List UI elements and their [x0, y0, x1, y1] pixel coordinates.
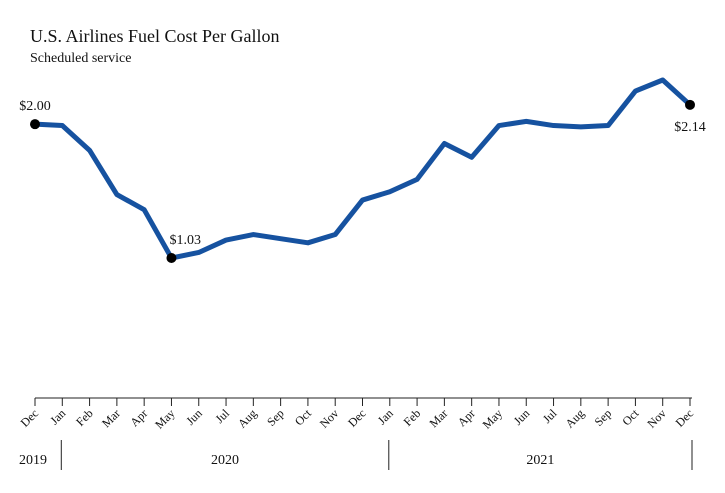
x-tick-label: Jan [375, 406, 396, 427]
data-point [30, 119, 40, 130]
x-tick-label: May [480, 406, 505, 431]
data-point [166, 253, 177, 263]
x-tick-label: Jul [540, 406, 560, 426]
x-tick-label: Apr [127, 406, 150, 429]
x-tick-label: May [152, 406, 177, 431]
x-tick-label: Sep [264, 406, 287, 429]
x-tick-label: Apr [455, 406, 478, 429]
data-label: $2.14 [674, 120, 706, 135]
line-series [32, 77, 693, 261]
x-tick-label: Mar [426, 406, 450, 430]
year-label: 2021 [526, 453, 554, 468]
x-tick-label: Aug [235, 406, 260, 431]
data-point [685, 99, 695, 110]
x-tick-label: Jan [47, 406, 68, 427]
x-tick-label: Nov [317, 406, 342, 431]
x-tick-label: Jun [511, 406, 533, 428]
x-tick-label: Mar [99, 406, 123, 430]
year-label: 2019 [19, 453, 47, 468]
x-tick-label: Jun [183, 406, 205, 428]
year-label: 2020 [211, 453, 239, 468]
x-tick-label: Dec [345, 406, 369, 430]
x-tick-label: Nov [644, 406, 669, 431]
data-label: $1.03 [169, 233, 201, 248]
x-tick-label: Feb [73, 406, 96, 429]
data-label: $2.00 [19, 99, 51, 114]
x-tick-label: Oct [292, 406, 315, 429]
x-tick-label: Feb [401, 406, 424, 429]
x-tick-label: Aug [562, 406, 587, 431]
chart-subtitle: Scheduled service [30, 51, 131, 66]
x-tick-label: Dec [673, 406, 697, 430]
x-tick-label: Jul [212, 406, 232, 426]
x-tick-label: Sep [592, 406, 615, 429]
x-tick-label: Dec [18, 406, 42, 430]
x-tick-label: Oct [619, 406, 642, 429]
chart-title: U.S. Airlines Fuel Cost Per Gallon [30, 26, 280, 46]
